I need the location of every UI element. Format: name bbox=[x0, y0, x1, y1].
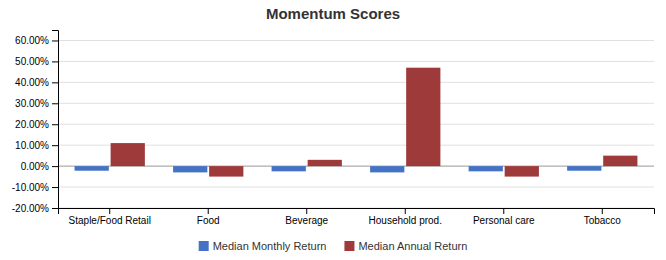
tick: 50.00% bbox=[15, 56, 58, 67]
tick: 0.00% bbox=[21, 161, 58, 172]
bars bbox=[75, 68, 638, 177]
tick-label: Household prod. bbox=[369, 215, 442, 226]
tick: -20.00% bbox=[12, 203, 58, 214]
tick-mark bbox=[306, 208, 307, 214]
tick-mark bbox=[52, 124, 58, 125]
title: Momentum Scores bbox=[266, 5, 400, 22]
tick-label: 40.00% bbox=[15, 77, 49, 88]
legend-swatch bbox=[344, 241, 354, 251]
bar bbox=[308, 160, 342, 166]
tick-mark bbox=[602, 208, 603, 214]
tick-mark bbox=[52, 61, 58, 62]
tick-label: Food bbox=[197, 215, 220, 226]
tick: 20.00% bbox=[15, 119, 58, 130]
tick-mark bbox=[52, 166, 58, 167]
tick: 40.00% bbox=[15, 77, 58, 88]
bar bbox=[469, 166, 503, 171]
x-axis: Staple/Food Retail Food Beverage Household … bbox=[59, 208, 655, 226]
tick: 60.00% bbox=[15, 35, 58, 46]
tick: Tobacco bbox=[584, 208, 622, 226]
tick-label: 20.00% bbox=[15, 119, 49, 130]
bar bbox=[603, 156, 637, 166]
grid-line bbox=[58, 166, 654, 167]
series bbox=[111, 68, 638, 177]
grid-line bbox=[58, 61, 654, 62]
tick-label: Beverage bbox=[285, 215, 328, 226]
tick-label: 10.00% bbox=[15, 140, 49, 151]
tick-mark bbox=[405, 208, 406, 214]
tick: Beverage bbox=[285, 208, 328, 226]
bar bbox=[567, 166, 601, 171]
tick: Household prod. bbox=[369, 208, 442, 226]
tick-label: 60.00% bbox=[15, 35, 49, 46]
grid bbox=[58, 40, 654, 208]
axis-line bbox=[59, 209, 655, 215]
tick-mark bbox=[52, 145, 58, 146]
tick: 30.00% bbox=[15, 98, 58, 109]
bar bbox=[209, 166, 243, 176]
tick-label: Tobacco bbox=[584, 215, 622, 226]
tick-label: -20.00% bbox=[12, 203, 49, 214]
tick-label: -10.00% bbox=[12, 182, 49, 193]
tick-mark bbox=[109, 208, 110, 214]
tick: Food bbox=[197, 208, 220, 226]
tick-label: 0.00% bbox=[21, 161, 49, 172]
grid-line bbox=[58, 124, 654, 125]
tick-mark bbox=[52, 103, 58, 104]
tick-label: 50.00% bbox=[15, 56, 49, 67]
legend-swatch bbox=[199, 241, 209, 251]
bar bbox=[370, 166, 404, 172]
legend-label: Median Annual Return bbox=[358, 240, 467, 252]
tick: 10.00% bbox=[15, 140, 58, 151]
bar bbox=[406, 68, 440, 166]
tick-mark bbox=[52, 208, 58, 209]
tick-label: 30.00% bbox=[15, 98, 49, 109]
tick: -10.00% bbox=[12, 182, 58, 193]
grid-line bbox=[58, 40, 654, 41]
tick-mark bbox=[52, 82, 58, 83]
axis-line bbox=[52, 31, 59, 209]
grid-line bbox=[58, 187, 654, 188]
chart: Momentum Scores -20.00% -10.00% 0.00% 10.00%… bbox=[0, 0, 666, 260]
plot: -20.00% -10.00% 0.00% 10.00% 20.00% 30.00% 40.… bbox=[12, 31, 655, 227]
bar bbox=[75, 166, 109, 171]
tick-label: Staple/Food Retail bbox=[69, 215, 151, 226]
tick-mark bbox=[52, 40, 58, 41]
tick-label: Personal care bbox=[473, 215, 535, 226]
tick-mark bbox=[503, 208, 504, 214]
grid-line bbox=[58, 145, 654, 146]
legend-label: Median Monthly Return bbox=[213, 240, 327, 252]
legend-item: Median Monthly Return bbox=[199, 240, 327, 252]
bar bbox=[272, 166, 306, 171]
tick: Personal care bbox=[473, 208, 535, 226]
tick-mark bbox=[208, 208, 209, 214]
grid-line bbox=[58, 103, 654, 104]
tick: Staple/Food Retail bbox=[69, 208, 151, 226]
legend-item: Median Annual Return bbox=[344, 240, 467, 252]
grid-line bbox=[58, 82, 654, 83]
bar bbox=[505, 166, 539, 176]
bar bbox=[111, 143, 145, 166]
y-axis: -20.00% -10.00% 0.00% 10.00% 20.00% 30.00% 40.… bbox=[12, 31, 59, 214]
legend: Median Monthly Return Median Annual Retur… bbox=[199, 240, 468, 252]
tick-mark bbox=[52, 187, 58, 188]
bar bbox=[173, 166, 207, 172]
